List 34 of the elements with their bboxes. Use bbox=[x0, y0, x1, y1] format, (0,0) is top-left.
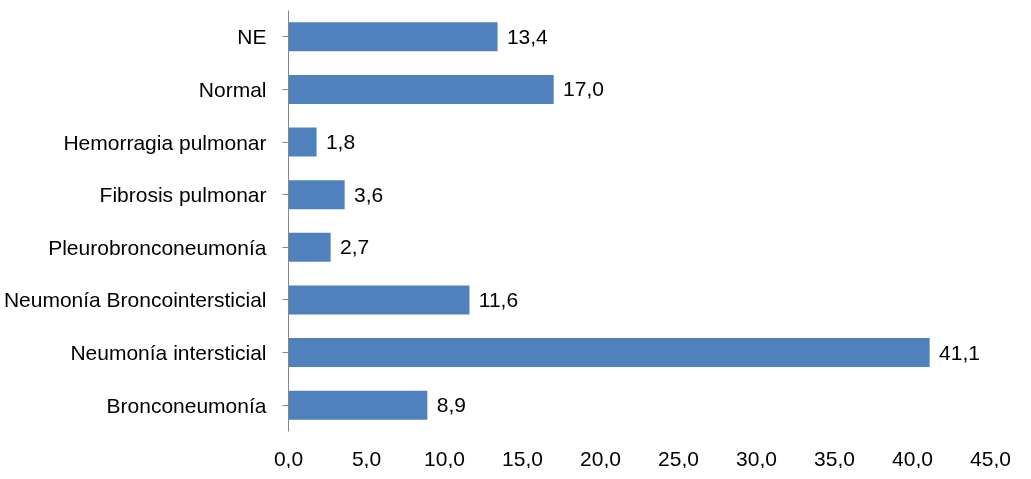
data-label: 13,4 bbox=[506, 24, 549, 48]
x-tick-label: 5,0 bbox=[351, 446, 382, 470]
x-tick-label: 45,0 bbox=[970, 446, 1011, 470]
x-tick-label: 35,0 bbox=[814, 446, 855, 470]
data-label: 3,6 bbox=[354, 182, 384, 206]
bar bbox=[288, 180, 345, 210]
data-label: 11,6 bbox=[478, 287, 519, 311]
bar bbox=[288, 285, 470, 315]
bar bbox=[288, 390, 428, 420]
bar bbox=[288, 338, 930, 368]
x-tick-label: 20,0 bbox=[580, 446, 621, 470]
x-tick-label: 0,0 bbox=[273, 446, 304, 470]
data-label: 8,9 bbox=[436, 393, 466, 417]
y-tick-label: Fibrosis pulmonar bbox=[99, 183, 267, 207]
data-label: 17,0 bbox=[563, 77, 604, 101]
x-tick-label: 15,0 bbox=[502, 446, 543, 470]
x-tick-label: 30,0 bbox=[736, 446, 777, 470]
bar bbox=[288, 232, 331, 262]
bar bbox=[288, 127, 317, 157]
y-tick-label: Neumonía intersticial bbox=[70, 341, 267, 365]
bar bbox=[288, 22, 498, 52]
x-tick-label: 25,0 bbox=[658, 446, 699, 470]
y-tick-label: Neumonía Broncointersticial bbox=[3, 288, 267, 312]
x-tick-label: 40,0 bbox=[892, 446, 933, 470]
data-label: 1,8 bbox=[325, 130, 356, 154]
bar bbox=[288, 74, 554, 104]
y-tick-label: Bronconeumonía bbox=[106, 393, 267, 417]
y-tick-label: Pleurobronconeumonía bbox=[48, 235, 267, 259]
data-label: 41,1 bbox=[939, 340, 980, 364]
y-tick-label: NE bbox=[237, 25, 267, 49]
x-tick-label: 10,0 bbox=[424, 446, 465, 470]
y-tick-label: Normal bbox=[198, 77, 267, 101]
data-label: 2,7 bbox=[339, 235, 370, 259]
y-tick-label: Hemorragia pulmonar bbox=[63, 130, 267, 154]
